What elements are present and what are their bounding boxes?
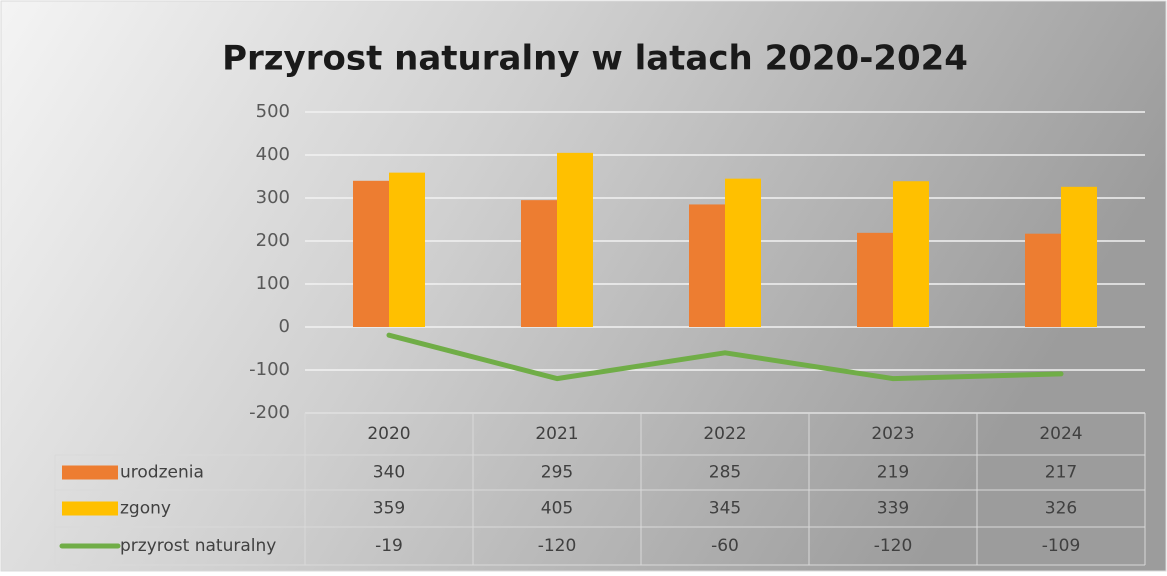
- y-tick-label: 400: [256, 144, 290, 165]
- bar: [893, 181, 929, 327]
- table-value: 217: [1045, 463, 1077, 483]
- line-series: [386, 332, 1064, 382]
- bar: [557, 152, 593, 327]
- x-tick-label: 2022: [703, 424, 746, 444]
- table-value: -120: [874, 536, 913, 556]
- y-tick-label: -100: [249, 359, 290, 380]
- bar: [689, 204, 725, 327]
- table-value: -19: [375, 536, 403, 556]
- legend-key: [62, 501, 118, 516]
- bar: [1025, 233, 1061, 327]
- bar: [857, 232, 893, 327]
- legend-key: [62, 465, 118, 480]
- table-value: 339: [877, 499, 909, 519]
- table-value: 359: [373, 499, 405, 519]
- table-value: 340: [373, 463, 405, 483]
- legend-label: przyrost naturalny: [120, 536, 276, 556]
- bar: [1061, 186, 1097, 327]
- table-value: -120: [538, 536, 577, 556]
- table-value: 405: [541, 499, 573, 519]
- y-tick-label: 300: [256, 187, 290, 208]
- y-tick-label: 0: [279, 316, 290, 337]
- table-value: 345: [709, 499, 741, 519]
- table-value: 295: [541, 463, 573, 483]
- x-tick-label: 2024: [1039, 424, 1082, 444]
- table-value: 285: [709, 463, 741, 483]
- legend-label: urodzenia: [120, 463, 204, 483]
- table-value: 219: [877, 463, 909, 483]
- y-tick-label: -200: [249, 402, 290, 423]
- y-tick-label: 500: [256, 101, 290, 122]
- chart-title: Przyrost naturalny w latach 2020-2024: [222, 39, 968, 79]
- bar: [725, 178, 761, 327]
- table-value: -60: [711, 536, 739, 556]
- table-value: -109: [1042, 536, 1081, 556]
- legend-label: zgony: [120, 499, 171, 519]
- bar: [521, 200, 557, 327]
- bar: [389, 172, 425, 327]
- x-tick-label: 2023: [871, 424, 914, 444]
- x-tick-label: 2021: [535, 424, 578, 444]
- y-tick-label: 200: [256, 230, 290, 251]
- y-tick-label: 100: [256, 273, 290, 294]
- bar: [353, 180, 389, 327]
- table-value: 326: [1045, 499, 1077, 519]
- x-tick-label: 2020: [367, 424, 410, 444]
